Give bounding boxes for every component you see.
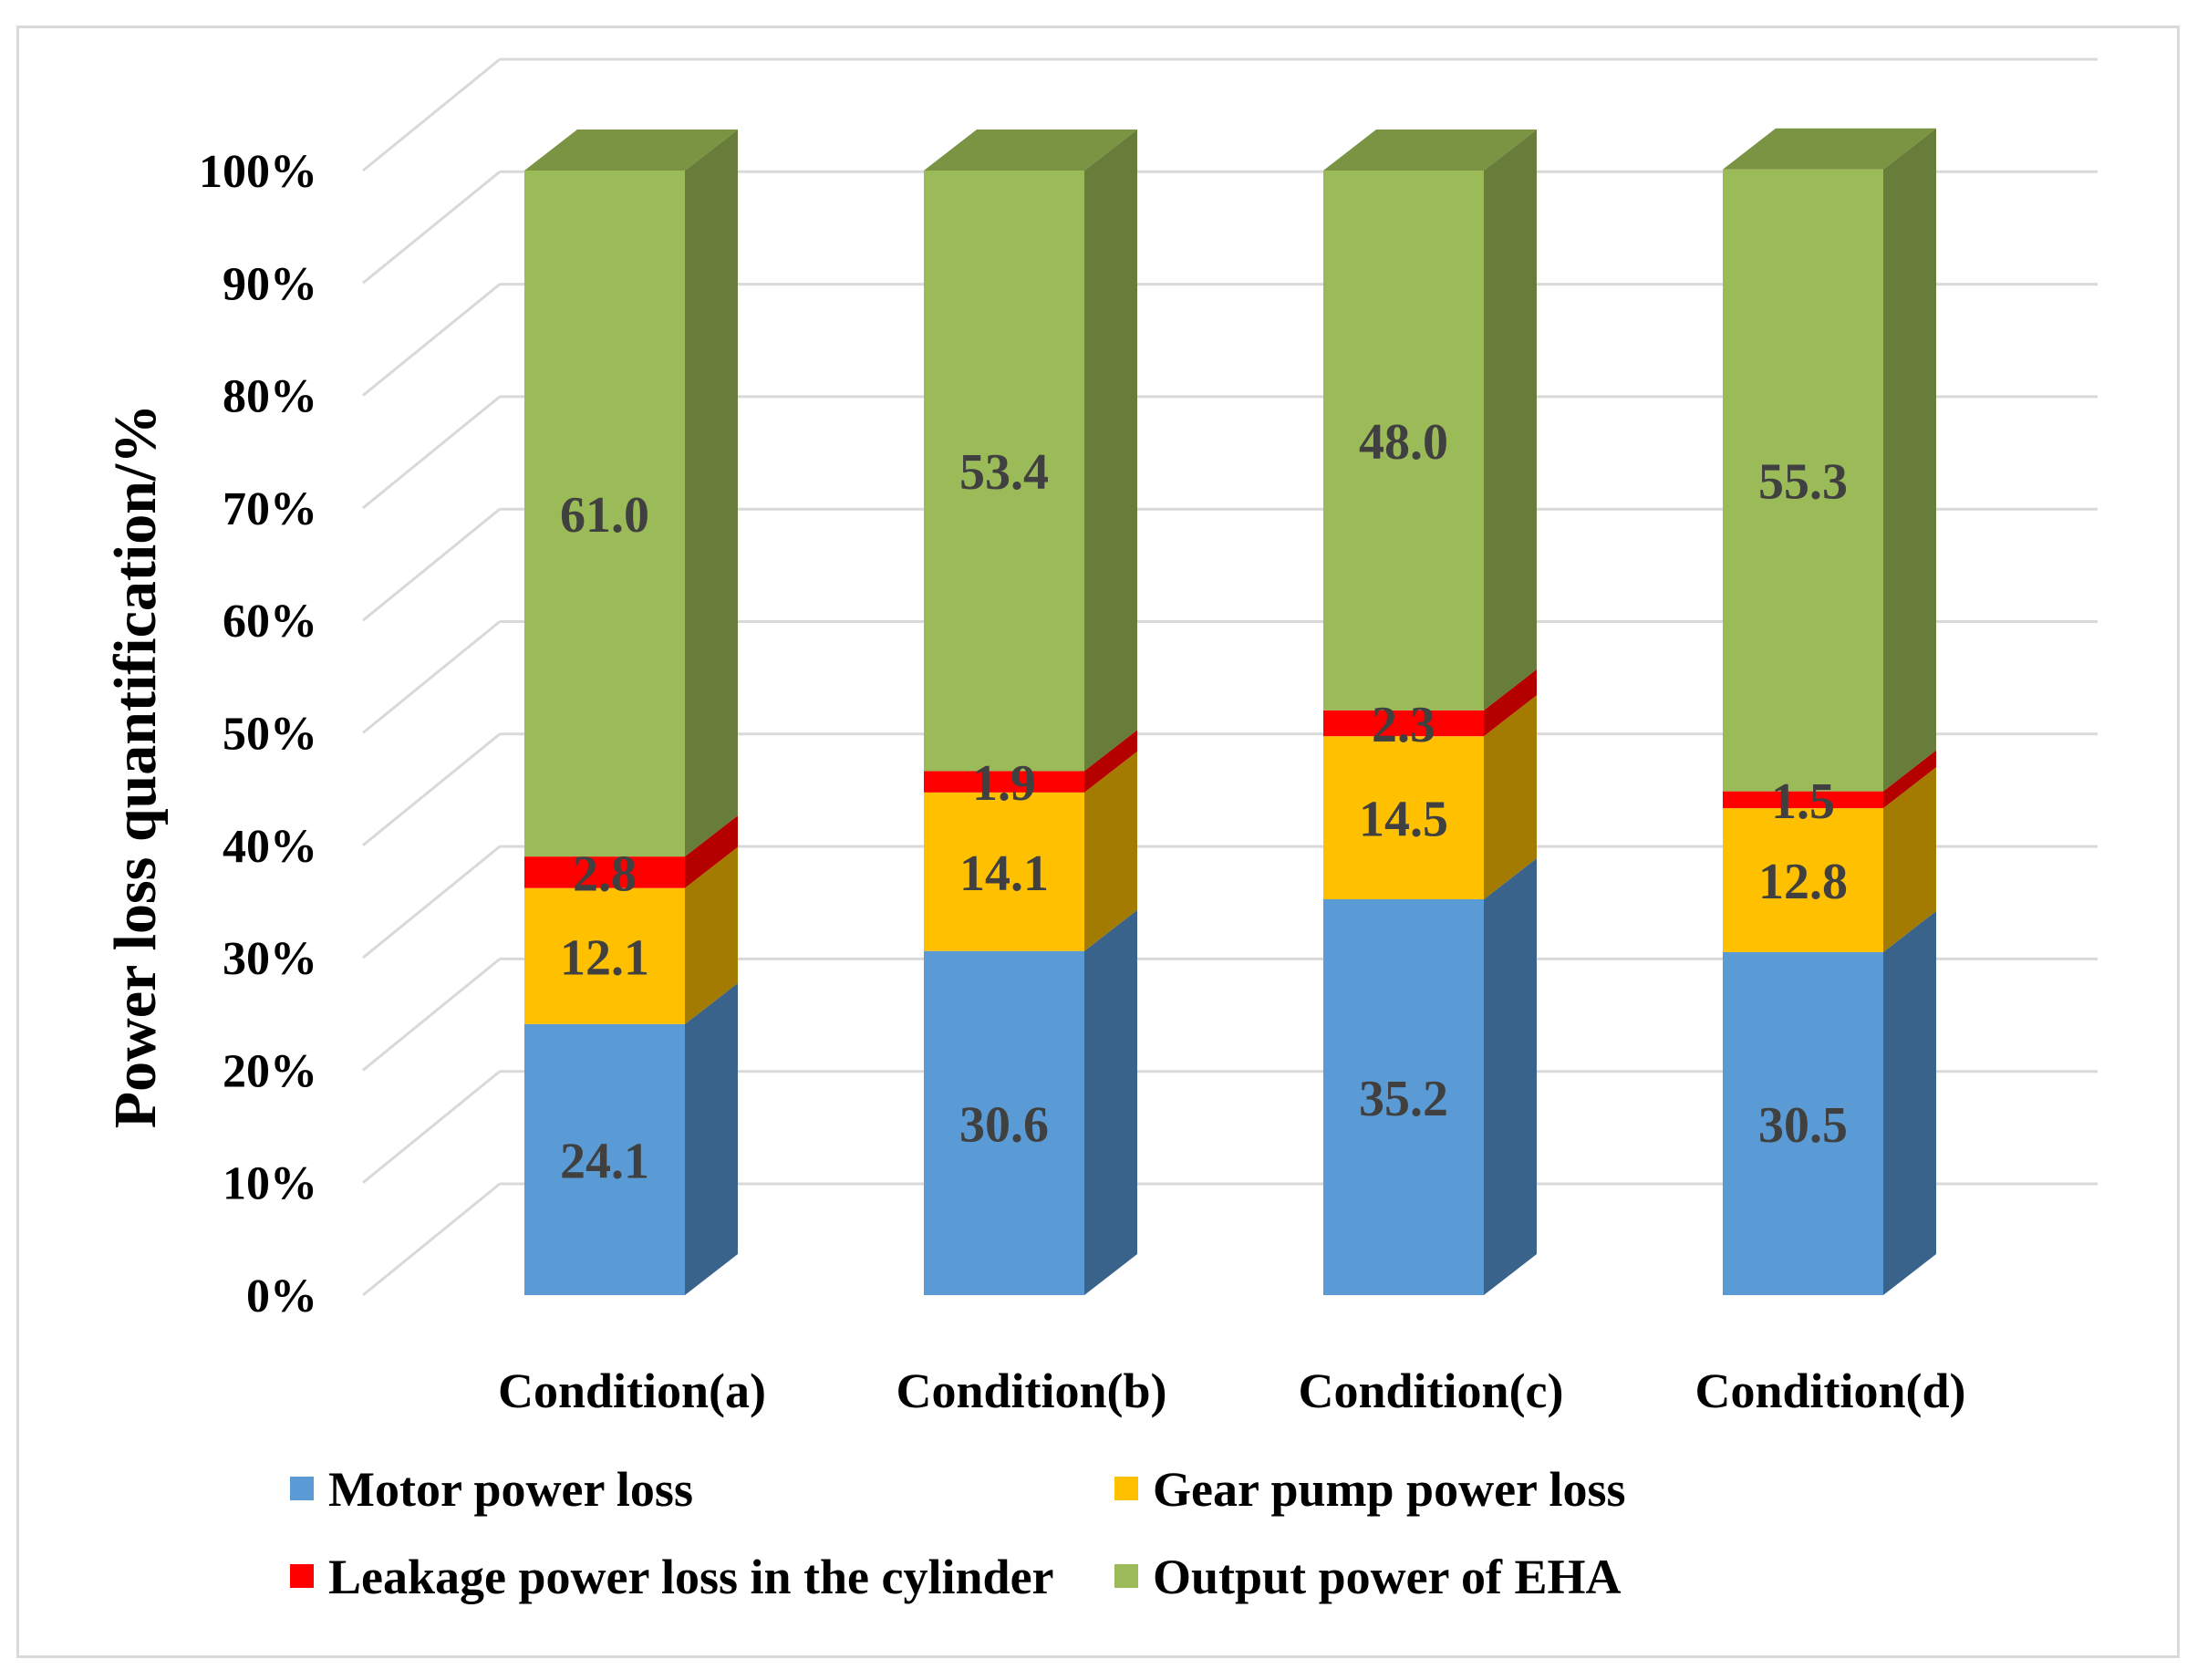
data-label: 53.4 — [959, 444, 1049, 501]
legend-label: Motor power loss — [328, 1462, 693, 1517]
data-label: 14.1 — [959, 845, 1049, 902]
bar-segment — [924, 950, 1084, 1295]
bar-top — [524, 130, 738, 171]
data-label: 2.8 — [573, 845, 637, 902]
data-labels: 24.1 12.1 2.8 61.0 30.6 14.1 1.9 53.4 35.2 14.5 2.… — [560, 414, 1848, 1190]
bar-side — [1084, 909, 1137, 1295]
x-category-label: Condition(d) — [1694, 1364, 1965, 1418]
legend: Motor power loss Gear pump power loss Leak… — [290, 1462, 1626, 1604]
data-label: 61.0 — [560, 487, 649, 544]
bar-segment — [924, 171, 1084, 772]
gridline-diagonal — [362, 57, 501, 172]
y-tick-label: 0% — [246, 1270, 317, 1322]
y-tick-label: 50% — [223, 709, 317, 761]
data-label: 30.5 — [1758, 1097, 1848, 1154]
bar-side — [1084, 730, 1137, 793]
data-label: 12.8 — [1758, 854, 1848, 910]
data-label: 2.3 — [1372, 697, 1435, 753]
bar-side — [685, 982, 738, 1295]
legend-swatch — [290, 1564, 314, 1588]
bar-side — [685, 815, 738, 888]
bar-top — [924, 130, 1137, 171]
bar-side — [1883, 767, 1936, 952]
bar-side — [1883, 750, 1936, 809]
data-label: 35.2 — [1359, 1071, 1448, 1127]
legend-swatch — [1114, 1477, 1138, 1500]
y-tick-label: 30% — [223, 933, 317, 985]
bar-top — [1723, 128, 1936, 170]
gridline-diagonal — [362, 508, 501, 622]
data-label: 14.5 — [1359, 792, 1448, 848]
bar-side — [1084, 751, 1137, 951]
bar-top — [1323, 130, 1537, 171]
y-tick-label: 70% — [223, 483, 317, 535]
bar-segment — [1723, 169, 1883, 792]
y-tick-label: 60% — [223, 596, 317, 648]
bar-side — [1484, 857, 1537, 1295]
y-tick-label: 90% — [223, 258, 317, 310]
x-axis-categories: Condition(a) Condition(b) Condition(c) Cond… — [498, 1364, 1966, 1418]
bar-segment — [1323, 710, 1484, 737]
y-tick-label: 20% — [223, 1045, 317, 1097]
gridline-diagonal — [362, 1070, 501, 1184]
data-label: 24.1 — [560, 1133, 649, 1189]
y-tick-label: 10% — [223, 1158, 317, 1210]
y-axis-title: Power loss quantification/% — [102, 404, 169, 1128]
bar-side — [685, 130, 738, 857]
bar-side — [1084, 130, 1137, 772]
bar-segment — [1323, 898, 1484, 1295]
gridline-diagonal — [362, 171, 501, 285]
gridline-diagonal — [362, 958, 501, 1072]
gridline-diagonal — [362, 845, 501, 959]
bar-side — [1883, 910, 1936, 1295]
bar-side — [1484, 669, 1537, 737]
bar-segment — [524, 856, 685, 888]
bar-side — [1484, 130, 1537, 710]
bar-segment — [524, 1023, 685, 1295]
bar-segment — [1323, 736, 1484, 899]
data-label: 55.3 — [1758, 454, 1848, 511]
y-tick-label: 100% — [199, 146, 317, 198]
gridline-diagonal — [362, 283, 501, 397]
legend-label: Leakage power loss in the cylinder — [328, 1550, 1054, 1604]
bar-segment — [1723, 808, 1883, 952]
bar-segment — [924, 792, 1084, 951]
bars — [524, 128, 1936, 1295]
y-tick-label: 80% — [223, 371, 317, 423]
bar-side — [1883, 128, 1936, 792]
bar-segment — [1723, 791, 1883, 809]
bar-side — [685, 846, 738, 1024]
legend-swatch — [290, 1477, 314, 1500]
legend-label: Gear pump power loss — [1153, 1462, 1626, 1517]
gridline-diagonal — [362, 395, 501, 510]
bar-segment — [1323, 171, 1484, 710]
gridline-diagonal — [362, 620, 501, 734]
data-label: 30.6 — [959, 1096, 1049, 1153]
bar-segment — [524, 171, 685, 857]
y-axis-ticks: 0% 10% 20% 30% 40% 50% 60% 70% 80% 90% 100% — [199, 146, 317, 1322]
bar-segment — [924, 771, 1084, 793]
legend-swatch — [1114, 1564, 1138, 1588]
y-tick-label: 40% — [223, 821, 317, 873]
data-label: 48.0 — [1359, 414, 1448, 471]
x-category-label: Condition(b) — [896, 1364, 1166, 1418]
data-label: 12.1 — [560, 929, 649, 986]
x-category-label: Condition(c) — [1298, 1364, 1563, 1418]
bar-side — [1484, 695, 1537, 899]
x-category-label: Condition(a) — [498, 1364, 766, 1418]
legend-label: Output power of EHA — [1153, 1550, 1622, 1604]
gridline-diagonal — [362, 1182, 501, 1297]
data-label: 1.5 — [1771, 773, 1835, 830]
bar-segment — [524, 887, 685, 1024]
gridline-diagonal — [362, 732, 501, 846]
bar-segment — [1723, 951, 1883, 1295]
data-label: 1.9 — [972, 755, 1036, 812]
